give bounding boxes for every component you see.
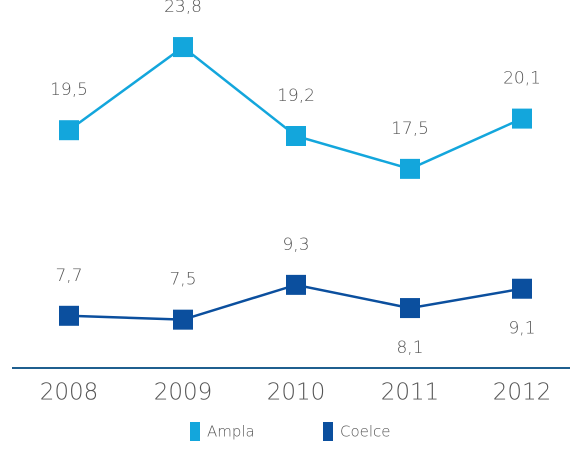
data-label: 9,1 — [508, 319, 535, 339]
point-marker — [59, 120, 79, 141]
data-label: 19,2 — [277, 86, 315, 106]
point-marker — [512, 278, 532, 299]
legend-swatch — [190, 422, 200, 441]
point-marker — [286, 126, 306, 146]
legend-label: Ampla — [207, 423, 255, 441]
legend-swatch — [323, 422, 333, 441]
point-marker — [173, 309, 193, 330]
data-label: 7,5 — [169, 270, 196, 290]
series-line — [68, 45, 523, 171]
x-tick-label: 2011 — [381, 380, 440, 406]
point-marker — [400, 298, 420, 319]
data-label: 9,3 — [282, 235, 309, 255]
data-label: 23,8 — [164, 0, 202, 17]
point-marker — [512, 108, 532, 129]
data-label: 7,7 — [55, 266, 82, 286]
point-marker — [173, 37, 193, 58]
point-marker — [59, 305, 79, 326]
legend-label: Coelce — [340, 423, 391, 441]
x-tick-label: 2010 — [267, 380, 326, 406]
data-label: 17,5 — [391, 119, 429, 139]
data-label: 19,5 — [50, 80, 88, 100]
x-tick-label: 2009 — [154, 380, 213, 406]
x-tick-label: 2012 — [493, 380, 552, 406]
point-marker — [286, 274, 306, 295]
x-tick-label: 2008 — [40, 380, 99, 406]
data-label: 20,1 — [503, 69, 541, 89]
point-marker — [400, 158, 420, 179]
data-label: 8,1 — [396, 338, 423, 358]
